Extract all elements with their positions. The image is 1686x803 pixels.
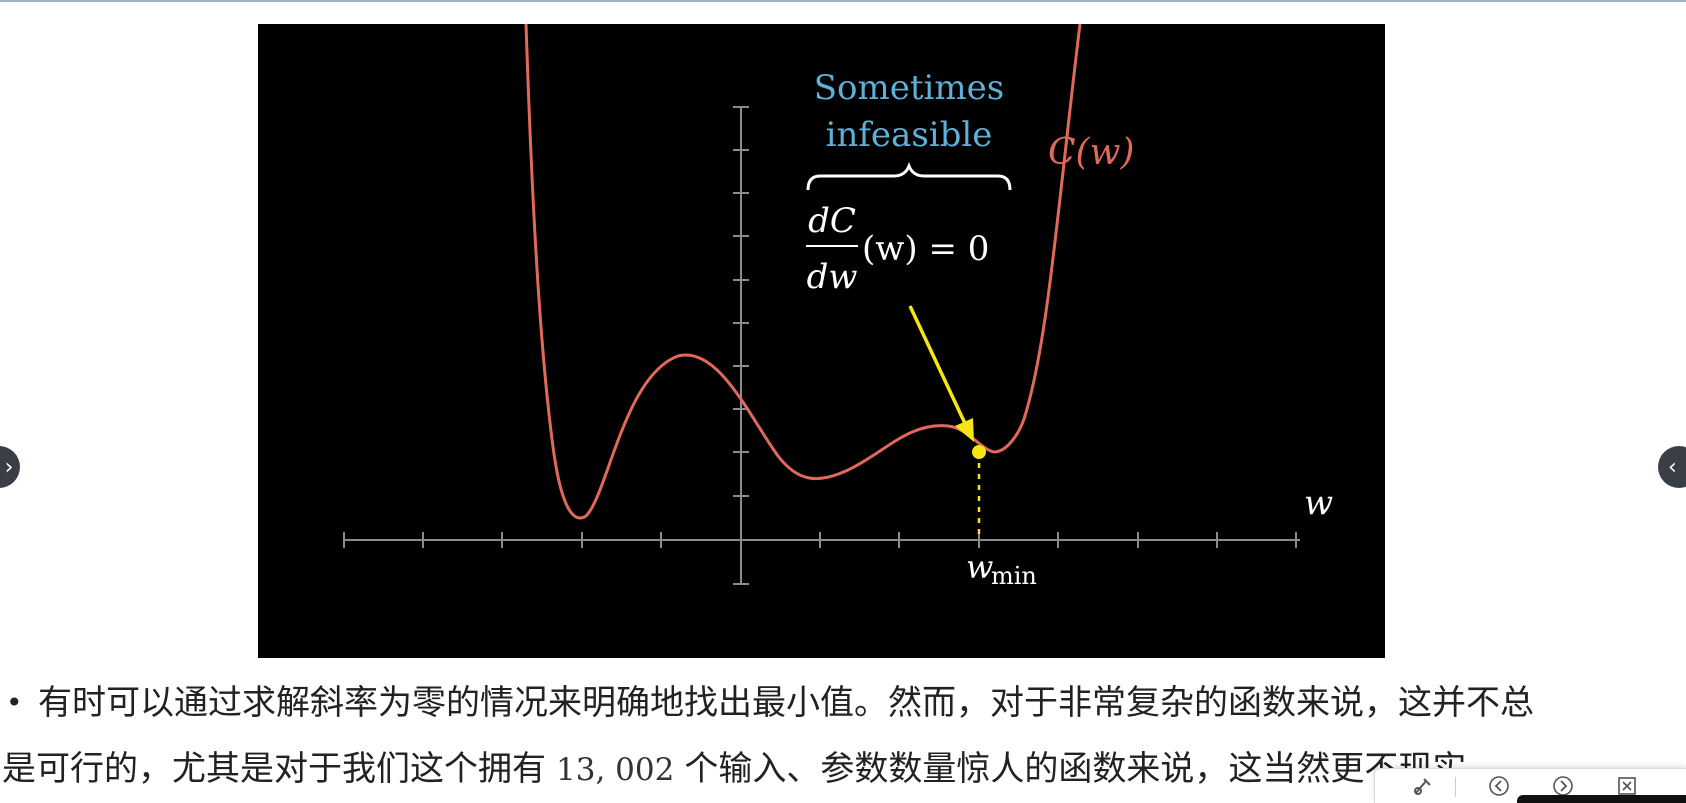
- cost-function-plot: Sometimes infeasible dC dw (w) = 0 C(w) …: [343, 24, 1333, 590]
- caption-number: 13, 002: [556, 752, 675, 788]
- wmin-label-main: w: [966, 548, 993, 586]
- brace-text-line1: Sometimes: [814, 68, 1004, 108]
- prev-page-button[interactable]: ›: [0, 446, 20, 488]
- eq-numerator: dC: [808, 201, 856, 241]
- next-icon[interactable]: [1551, 775, 1575, 797]
- collapse-panel-button[interactable]: ‹: [1658, 446, 1686, 488]
- close-box-icon[interactable]: [1615, 775, 1639, 797]
- minimum-point: [972, 445, 986, 459]
- chevron-right-icon: ›: [4, 454, 14, 480]
- reader-toolbar: [1374, 768, 1686, 803]
- bullet-icon: •: [6, 686, 23, 719]
- curve-label: C(w): [1048, 132, 1134, 173]
- caption-line-2-before: 是可行的，尤其是对于我们这个拥有: [2, 749, 546, 789]
- cost-function-figure: Sometimes infeasible dC dw (w) = 0 C(w) …: [258, 24, 1385, 658]
- x-axis-ticks: [343, 532, 1297, 548]
- chevron-left-icon: ‹: [1668, 454, 1677, 480]
- toolbar-separator: [1455, 777, 1456, 797]
- prev-icon[interactable]: [1487, 775, 1511, 797]
- cost-curve: [524, 24, 1082, 520]
- eq-denominator: dw: [807, 257, 858, 297]
- eq-rest: (w) = 0: [862, 229, 989, 269]
- caption-line-2-after: 个输入、参数数量惊人的函数来说，这当然更不现实: [684, 749, 1467, 789]
- caption-line-1: 有时可以通过求解斜率为零的情况来明确地找出最小值。然而，对于非常复杂的函数来说，…: [38, 683, 1534, 723]
- brace-text-line2: infeasible: [826, 115, 993, 155]
- top-border: [0, 0, 1686, 2]
- arrow-shaft: [908, 305, 971, 433]
- arrow-head: [955, 418, 974, 442]
- toolbar-dark-bar: [1517, 795, 1686, 803]
- brush-icon[interactable]: [1411, 775, 1435, 797]
- wmin-label-sub: min: [991, 562, 1037, 590]
- x-axis-label: w: [1304, 483, 1333, 523]
- curly-brace: [806, 161, 1012, 191]
- caption-line-2: 是可行的，尤其是对于我们这个拥有 13, 002 个输入、参数数量惊人的函数来说，这…: [2, 736, 1466, 803]
